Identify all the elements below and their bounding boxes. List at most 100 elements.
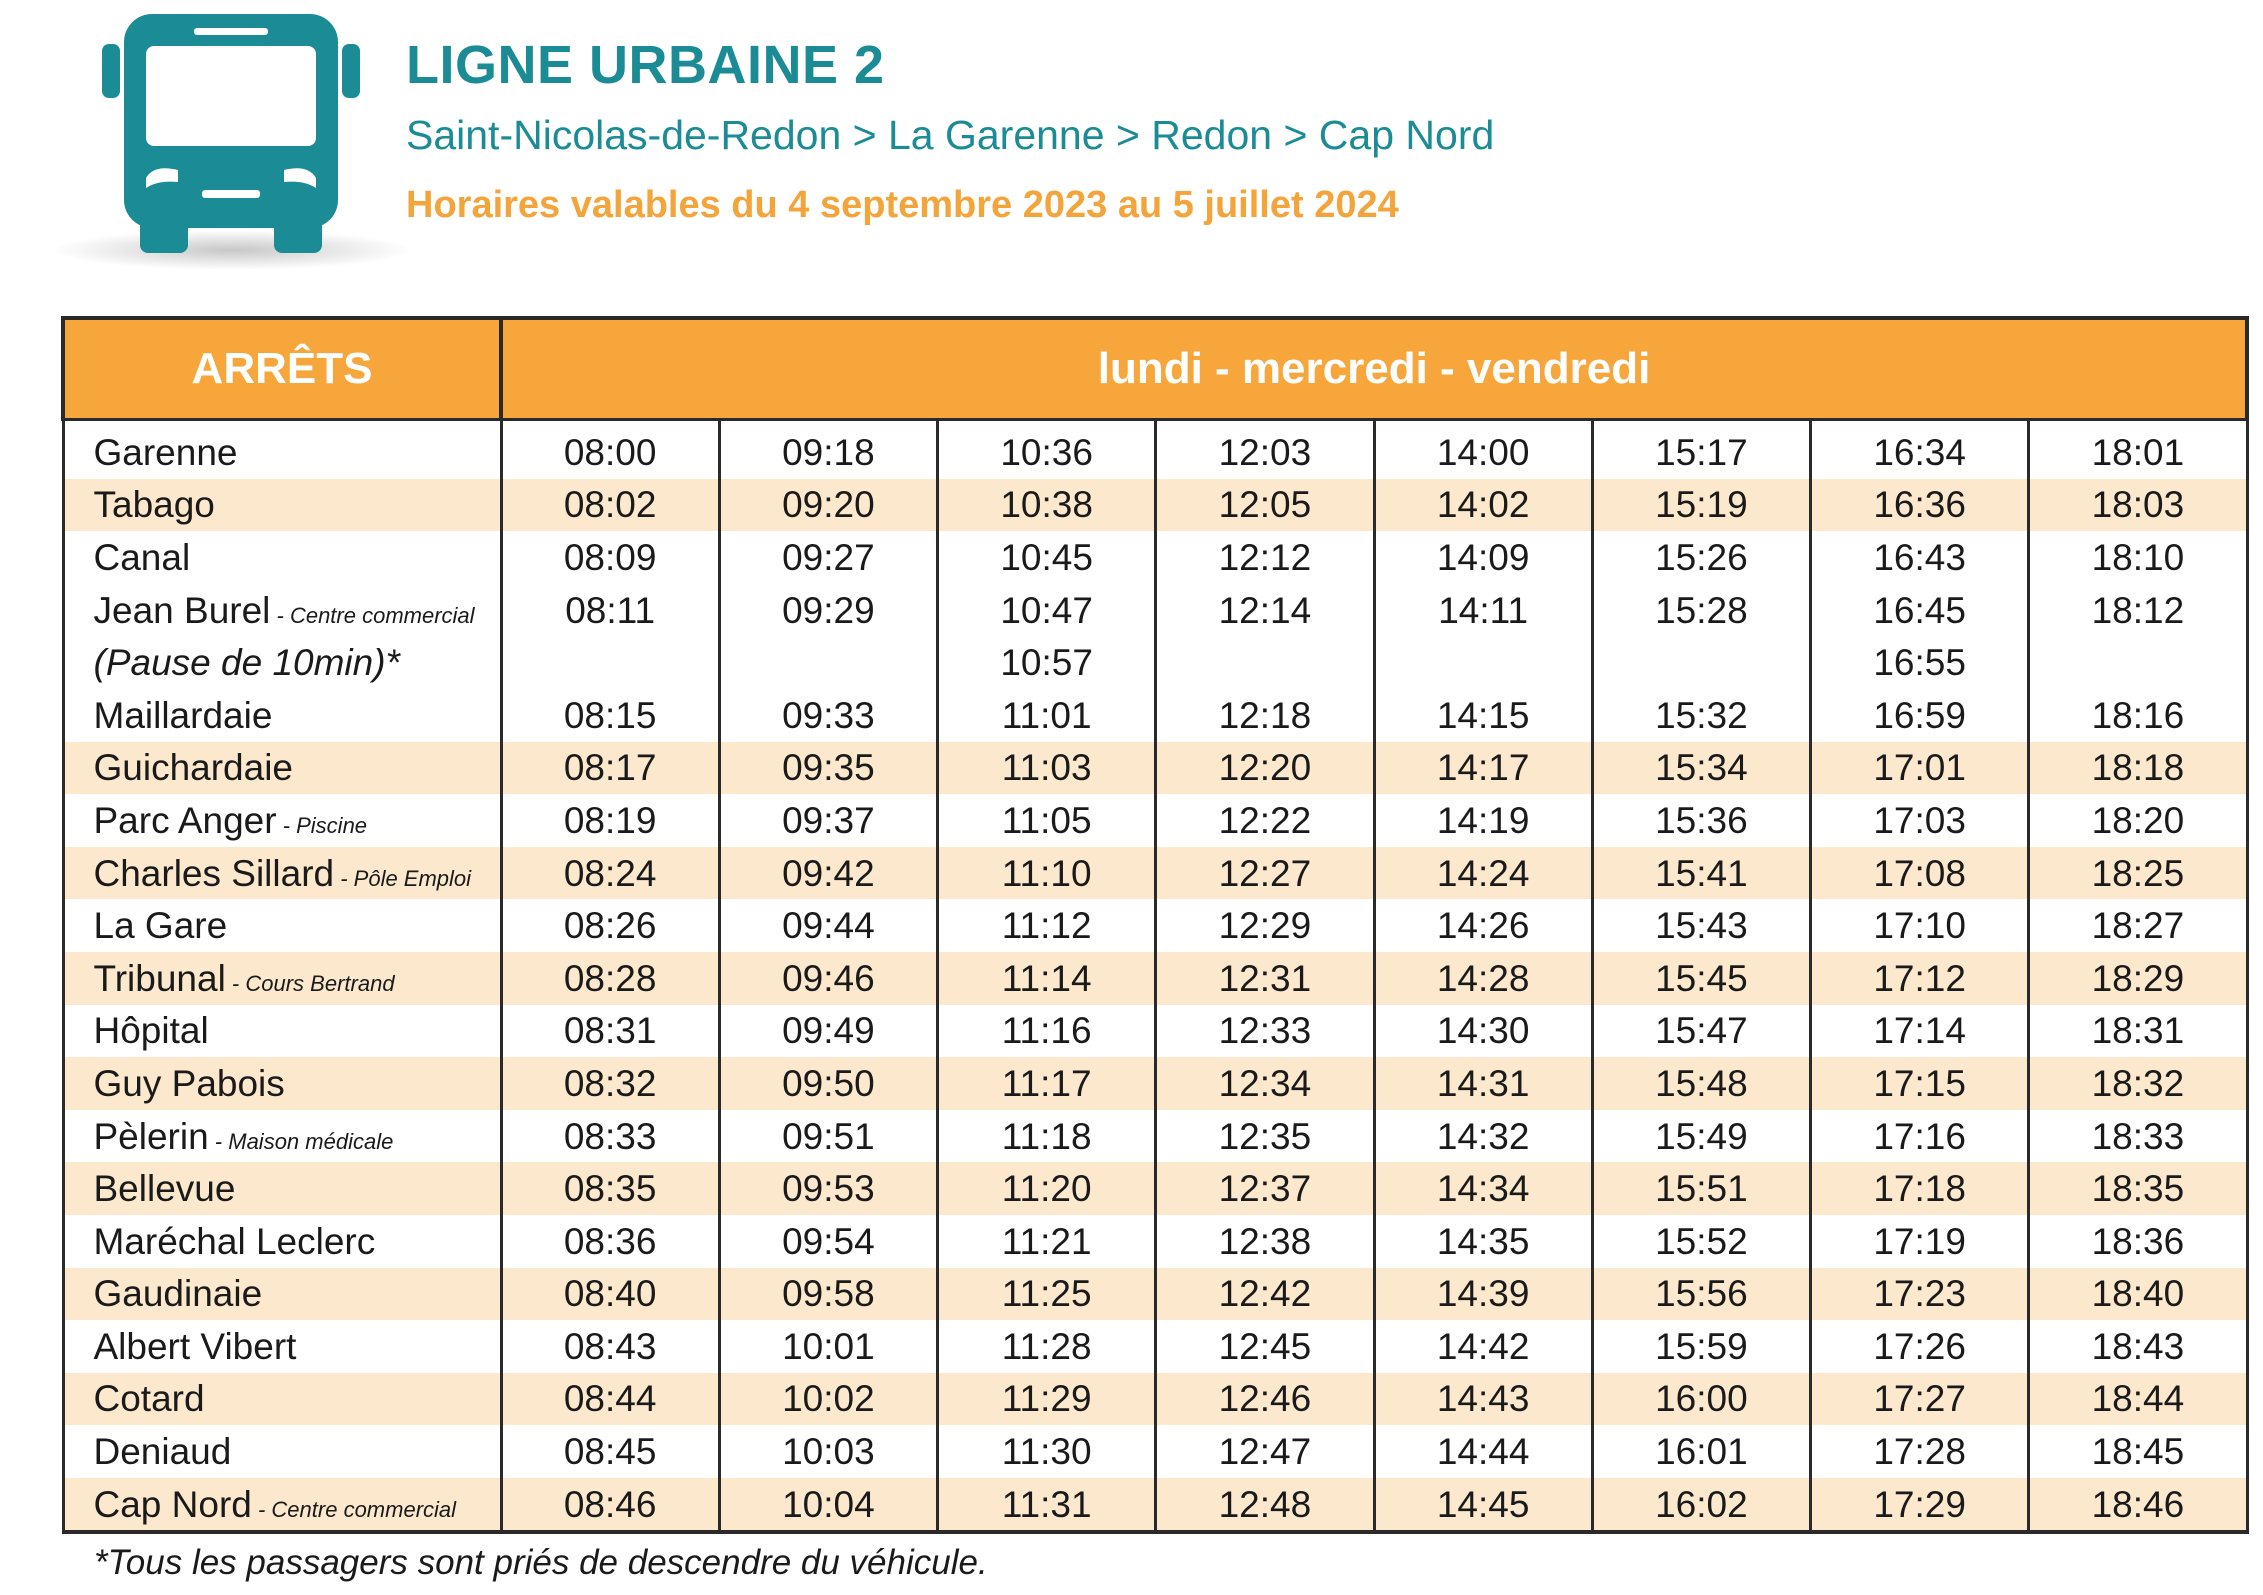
departure-time: 08:36 (499, 1214, 721, 1268)
departure-time: 10:01 (717, 1320, 940, 1373)
departure-time: 09:37 (717, 794, 940, 847)
stop-label: Maillardaie (93, 694, 273, 736)
stop-name: Tabago (61, 478, 503, 532)
departure-time: 16:55 (1808, 636, 2031, 689)
departure-time: 17:29 (1808, 1477, 2031, 1535)
departure-time: 15:45 (1590, 951, 1813, 1005)
departure-time (2027, 636, 2249, 689)
stop-name: Gaudinaie (61, 1267, 503, 1321)
departure-time: 09:18 (717, 419, 940, 479)
departure-time: 15:28 (1590, 583, 1813, 637)
stop-sub-separator: - (334, 865, 354, 891)
departure-time: 09:53 (717, 1162, 940, 1215)
departure-time: 10:45 (935, 531, 1158, 584)
departure-time: 15:32 (1590, 688, 1813, 742)
departure-time: 14:31 (1372, 1057, 1594, 1110)
stop-sub-separator: - (251, 1496, 272, 1522)
departure-time: 12:45 (1154, 1320, 1376, 1373)
departure-time: 15:59 (1590, 1320, 1813, 1373)
departure-time: 12:29 (1154, 899, 1376, 952)
departure-time: 18:01 (2027, 419, 2249, 479)
departure-time: 15:43 (1590, 899, 1813, 952)
table-row: Tribunal - Cours Bertrand 08:28 09:46 11:14… (61, 951, 2249, 1005)
table-row: Garenne 08:00 09:18 10:36 12:03 14:00 15:17 16:… (61, 419, 2249, 479)
stop-name: Jean Burel - Centre commercial (61, 583, 503, 637)
table-row: Pèlerin - Maison médicale 08:33 09:51 11:18… (61, 1109, 2249, 1163)
departure-time: 09:49 (717, 1004, 940, 1058)
stop-name: Bellevue (61, 1162, 503, 1215)
stop-label: Pèlerin (93, 1115, 209, 1157)
departure-time: 15:47 (1590, 1004, 1813, 1058)
stop-label: Charles Sillard (93, 852, 335, 894)
departure-time: 18:16 (2027, 688, 2249, 742)
departure-time: 09:20 (717, 478, 940, 532)
stop-label: Gaudinaie (93, 1273, 263, 1315)
table-row: Parc Anger - Piscine 08:19 09:37 11:05 12:22… (61, 794, 2249, 847)
departure-time: 18:36 (2027, 1214, 2249, 1268)
header-days: lundi - mercredi - vendredi (498, 316, 2250, 421)
departure-time: 14:19 (1372, 794, 1594, 847)
table-row: Charles Sillard - Pôle Emploi 08:24 09:42 1… (61, 846, 2249, 900)
departure-time: 08:43 (499, 1320, 721, 1373)
departure-time: 11:14 (935, 951, 1158, 1005)
departure-time: 10:47 (935, 583, 1158, 637)
departure-time: 08:11 (499, 583, 721, 637)
departure-time: 12:12 (1154, 531, 1376, 584)
departure-time: 14:15 (1372, 688, 1594, 742)
route-description: Saint-Nicolas-de-Redon > La Garenne > Re… (406, 112, 1495, 158)
departure-time: 14:45 (1372, 1477, 1594, 1535)
departure-time: 16:00 (1590, 1372, 1813, 1426)
departure-time: 16:43 (1808, 531, 2031, 584)
departure-time: 08:35 (499, 1162, 721, 1215)
departure-time: 18:31 (2027, 1004, 2249, 1058)
timetable: ARRÊTS lundi - mercredi - vendredi Garen… (61, 316, 2250, 1535)
departure-time: 18:32 (2027, 1057, 2249, 1110)
departure-time: 12:47 (1154, 1425, 1376, 1478)
departure-time: 08:33 (499, 1109, 721, 1163)
departure-time: 18:35 (2027, 1162, 2249, 1215)
departure-time: 08:09 (499, 531, 721, 584)
departure-time (499, 636, 721, 689)
stop-label: Parc Anger (93, 799, 277, 841)
departure-time: 18:12 (2027, 583, 2249, 637)
departure-time: 11:12 (935, 899, 1158, 952)
table-row: (Pause de 10min)* 10:57 16:55 (61, 636, 2249, 689)
departure-time: 09:50 (717, 1057, 940, 1110)
stop-label: La Gare (93, 905, 228, 947)
departure-time: 17:28 (1808, 1425, 2031, 1478)
departure-time: 17:10 (1808, 899, 2031, 952)
departure-time: 14:17 (1372, 741, 1594, 795)
stop-label: Cap Nord (93, 1483, 252, 1525)
stop-sublabel: Maison médicale (228, 1128, 394, 1154)
departure-time: 17:27 (1808, 1372, 2031, 1426)
departure-time: 12:22 (1154, 794, 1376, 847)
departure-time: 14:02 (1372, 478, 1594, 532)
stop-label: Tabago (93, 484, 215, 526)
departure-time: 10:38 (935, 478, 1158, 532)
table-row: Maillardaie 08:15 09:33 11:01 12:18 14:15 15:3… (61, 688, 2249, 742)
stop-name: Tribunal - Cours Bertrand (61, 951, 503, 1005)
departure-time: 15:34 (1590, 741, 1813, 795)
departure-time: 15:51 (1590, 1162, 1813, 1215)
departure-time: 17:26 (1808, 1320, 2031, 1373)
stop-name: Cap Nord - Centre commercial (61, 1477, 503, 1535)
stop-label: Deniaud (93, 1431, 232, 1473)
departure-time: 14:44 (1372, 1425, 1594, 1478)
departure-time: 17:03 (1808, 794, 2031, 847)
table-row: Jean Burel - Centre commercial 08:11 09:29… (61, 583, 2249, 637)
departure-time: 12:33 (1154, 1004, 1376, 1058)
departure-time: 18:27 (2027, 899, 2249, 952)
departure-time: 14:09 (1372, 531, 1594, 584)
departure-time: 08:44 (499, 1372, 721, 1426)
stop-name: Cotard (61, 1372, 503, 1426)
page-title: LIGNE URBAINE 2 (406, 35, 885, 95)
departure-time: 15:26 (1590, 531, 1813, 584)
departure-time: 09:46 (717, 951, 940, 1005)
table-header-row: ARRÊTS lundi - mercredi - vendredi (61, 316, 2250, 421)
departure-time: 15:52 (1590, 1214, 1813, 1268)
departure-time: 15:36 (1590, 794, 1813, 847)
stop-sublabel: Piscine (296, 812, 368, 838)
departure-time: 11:21 (935, 1214, 1158, 1268)
departure-time: 18:40 (2027, 1267, 2249, 1321)
departure-time: 09:33 (717, 688, 940, 742)
